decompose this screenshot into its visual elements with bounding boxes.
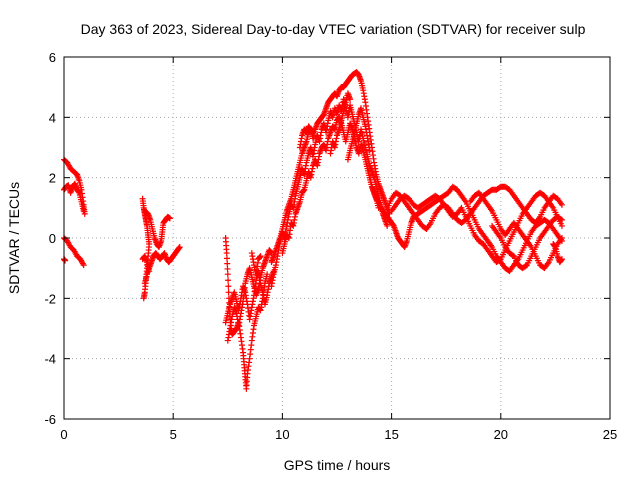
- data-point: [558, 201, 565, 208]
- data-point: [257, 253, 264, 260]
- x-tick-label: 20: [494, 427, 508, 442]
- data-point: [62, 257, 69, 264]
- x-tick-label: 0: [60, 427, 67, 442]
- x-tick-label: 15: [384, 427, 398, 442]
- data-point: [80, 262, 87, 269]
- chart-title: Day 363 of 2023, Sidereal Day-to-day VTE…: [81, 21, 586, 37]
- y-tick-label: -6: [44, 412, 56, 427]
- data-point: [309, 129, 316, 136]
- x-tick-label: 5: [170, 427, 177, 442]
- data-point: [223, 255, 230, 262]
- data-point: [225, 277, 232, 284]
- y-tick-label: -4: [44, 352, 56, 367]
- data-point: [522, 262, 529, 269]
- x-tick-label: 10: [275, 427, 289, 442]
- data-point: [366, 147, 373, 154]
- data-point: [558, 216, 565, 223]
- y-tick-label: 4: [49, 110, 56, 125]
- data-point: [140, 295, 147, 302]
- x-axis-label: GPS time / hours: [284, 457, 391, 473]
- data-point: [81, 210, 88, 217]
- y-tick-label: 6: [49, 50, 56, 65]
- data-point: [557, 216, 564, 223]
- y-tick-label: 0: [49, 231, 56, 246]
- data-point: [264, 271, 271, 278]
- data-point: [223, 250, 230, 257]
- data-point: [224, 265, 231, 272]
- data-point: [176, 244, 183, 251]
- data-point: [225, 289, 232, 296]
- data-point: [224, 260, 231, 267]
- data-point: [80, 207, 87, 214]
- data-point: [558, 256, 565, 263]
- y-axis-label: SDTVAR / TECUs: [6, 182, 22, 294]
- data-point: [146, 268, 153, 275]
- y-tick-label: 2: [49, 171, 56, 186]
- data-point: [384, 222, 391, 229]
- data-point: [509, 252, 516, 259]
- data-point: [558, 235, 565, 241]
- data-point: [166, 215, 173, 222]
- data-point: [224, 271, 231, 278]
- data-point: [225, 283, 232, 290]
- data-points: [61, 69, 565, 392]
- data-point: [347, 96, 354, 103]
- x-tick-label: 25: [603, 427, 617, 442]
- data-point: [496, 256, 503, 263]
- data-point: [558, 222, 565, 229]
- axis-ticks: 0 5 10 15 20 25 -6 -4 -2 0 2 4 6: [44, 50, 617, 442]
- y-tick-label: -2: [44, 291, 56, 306]
